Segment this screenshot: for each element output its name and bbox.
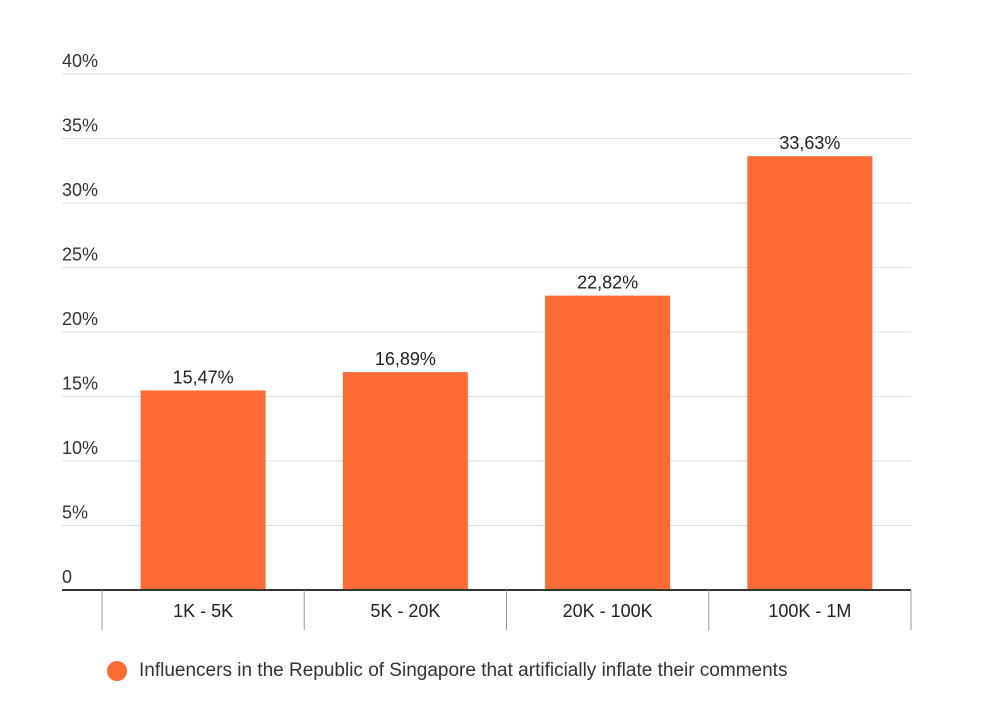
data-label: 33,63%: [779, 133, 840, 153]
x-tick-label: 5K - 20K: [370, 601, 440, 621]
bars: [140, 156, 873, 590]
gridlines: 0 5% 10% 15% 20% 25% 30% 35% 40%: [62, 51, 911, 587]
y-tick-label: 40%: [62, 51, 98, 71]
data-label: 15,47%: [173, 367, 234, 387]
bar: [545, 295, 671, 590]
y-tick-label: 5%: [62, 503, 88, 523]
data-label: 16,89%: [375, 349, 436, 369]
bar: [747, 156, 873, 590]
legend-label: Influencers in the Republic of Singapore…: [139, 660, 788, 681]
bar: [140, 390, 266, 590]
x-tick-label: 1K - 5K: [173, 601, 233, 621]
data-labels: 15,47% 16,89% 22,82% 33,63%: [173, 133, 841, 387]
y-tick-label: 20%: [62, 309, 98, 329]
y-tick-label: 15%: [62, 374, 98, 394]
y-tick-label: 35%: [62, 116, 98, 136]
y-tick-label: 10%: [62, 438, 98, 458]
y-tick-label: 0: [62, 567, 72, 587]
bar: [342, 372, 468, 590]
y-tick-label: 30%: [62, 180, 98, 200]
legend: Influencers in the Republic of Singapore…: [107, 660, 787, 682]
legend-swatch: [107, 661, 127, 681]
y-tick-label: 25%: [62, 245, 98, 265]
data-label: 22,82%: [577, 273, 638, 293]
x-tick-label: 100K - 1M: [768, 601, 851, 621]
x-axis: 1K - 5K 5K - 20K 20K - 100K 100K - 1M: [62, 589, 912, 630]
x-tick-label: 20K - 100K: [563, 601, 653, 621]
